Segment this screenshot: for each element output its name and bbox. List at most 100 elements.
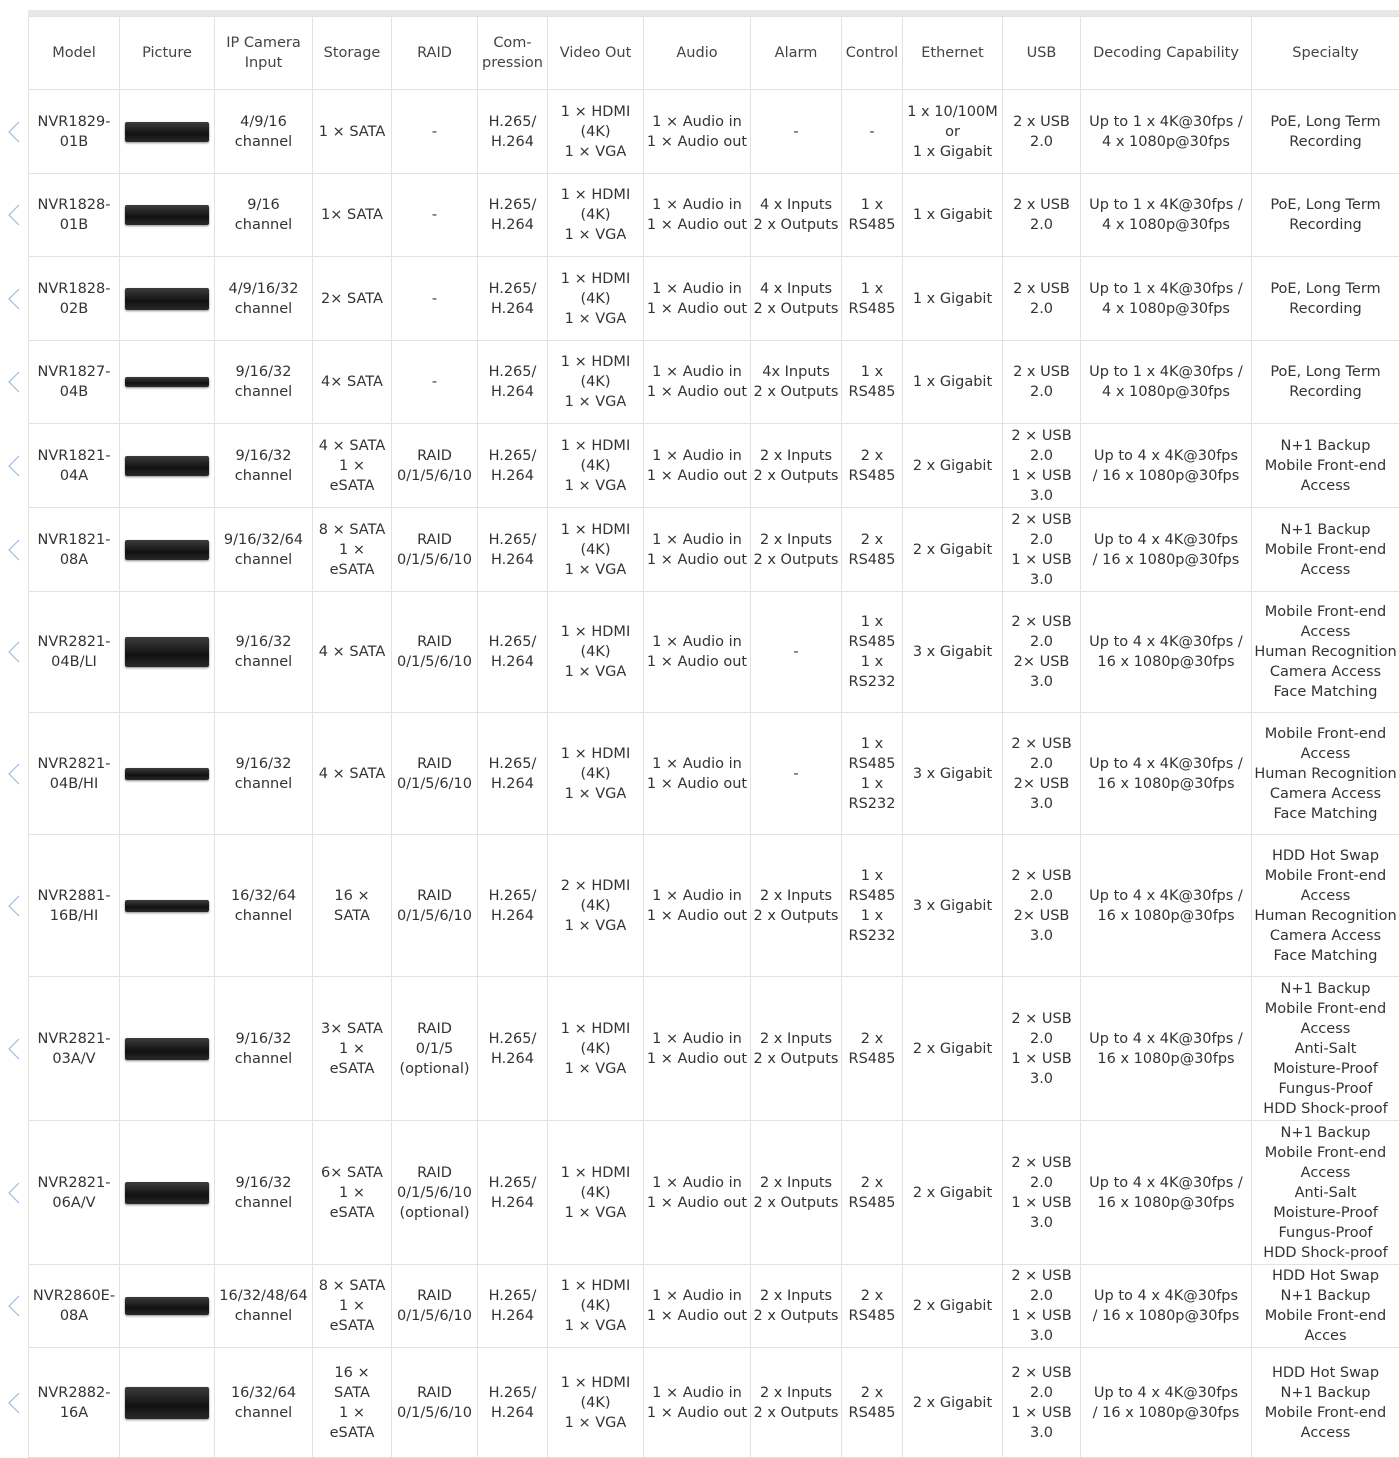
cell: 9/16/32 channel <box>215 713 313 835</box>
cell: 4 × SATA <box>313 713 392 835</box>
device-image <box>125 768 209 780</box>
expand-arrow[interactable] <box>7 370 21 394</box>
cell: Up to 4 x 4K@30fps / 16 x 1080p@30fps <box>1081 592 1252 713</box>
cell: 2 x Inputs 2 x Outputs <box>751 424 842 508</box>
device-image <box>125 637 209 667</box>
cell: Up to 1 x 4K@30fps / 4 x 1080p@30fps <box>1081 341 1252 424</box>
cell: 2 x RS485 <box>842 424 903 508</box>
cell: 2 × USB 2.0 1 × USB 3.0 <box>1003 1265 1081 1348</box>
cell: 1 x RS485 <box>842 341 903 424</box>
cell: 2 × USB 2.0 1 × USB 3.0 <box>1003 1121 1081 1265</box>
cell: 2 x RS485 <box>842 977 903 1121</box>
device-image <box>125 1038 209 1060</box>
cell: N+1 Backup Mobile Front-end Access <box>1252 508 1399 592</box>
model-cell: NVR2821- 04B/HI <box>29 713 120 835</box>
cell: 1 × Audio in 1 × Audio out <box>644 424 751 508</box>
cell: RAID 0/1/5/6/10 <box>392 835 478 977</box>
cell: 3 x Gigabit <box>903 835 1003 977</box>
model-cell: NVR2881- 16B/HI <box>29 835 120 977</box>
cell: PoE, Long Term Recording <box>1252 257 1399 341</box>
cell: 1 × HDMI (4K) 1 × VGA <box>548 257 644 341</box>
expand-arrow[interactable] <box>7 1294 21 1318</box>
cell: Up to 1 x 4K@30fps / 4 x 1080p@30fps <box>1081 174 1252 257</box>
cell: 2 x USB 2.0 <box>1003 174 1081 257</box>
cell: 4 x Inputs 2 x Outputs <box>751 257 842 341</box>
model-cell: NVR2860E- 08A <box>29 1265 120 1348</box>
cell: 16/32/64 channel <box>215 835 313 977</box>
cell: 2 × USB 2.0 1 × USB 3.0 <box>1003 424 1081 508</box>
cell: 9/16 channel <box>215 174 313 257</box>
cell: RAID 0/1/5/6/10 (optional) <box>392 1121 478 1265</box>
device-image <box>125 377 209 387</box>
model-cell: NVR1821- 04A <box>29 424 120 508</box>
cell: H.265/ H.264 <box>478 90 548 174</box>
cell: N+1 Backup Mobile Front-end Access <box>1252 424 1399 508</box>
cell: RAID 0/1/5/6/10 <box>392 424 478 508</box>
cell: 2 × USB 2.0 1 × USB 3.0 <box>1003 508 1081 592</box>
cell: 2 × USB 2.0 1 × USB 3.0 <box>1003 977 1081 1121</box>
cell: PoE, Long Term Recording <box>1252 174 1399 257</box>
cell: - <box>751 713 842 835</box>
cell: HDD Hot Swap Mobile Front-end Access Hum… <box>1252 835 1399 977</box>
header-cell: Decoding Capability <box>1081 17 1252 90</box>
model-cell: NVR2821- 03A/V <box>29 977 120 1121</box>
cell: 2 × USB 2.0 1 × USB 3.0 <box>1003 1348 1081 1458</box>
model-cell: NVR1828- 02B <box>29 257 120 341</box>
cell: 8 × SATA 1 × eSATA <box>313 1265 392 1348</box>
cell: H.265/ H.264 <box>478 424 548 508</box>
cell: 1 × Audio in 1 × Audio out <box>644 713 751 835</box>
cell: 4x Inputs 2 x Outputs <box>751 341 842 424</box>
expand-arrow[interactable] <box>7 1037 21 1061</box>
expand-arrow[interactable] <box>7 538 21 562</box>
cell: 1× SATA <box>313 174 392 257</box>
cell: 2 x Inputs 2 x Outputs <box>751 1348 842 1458</box>
cell: - <box>751 90 842 174</box>
cell: H.265/ H.264 <box>478 977 548 1121</box>
header-cell: Video Out <box>548 17 644 90</box>
cell: 2 × USB 2.0 2× USB 3.0 <box>1003 835 1081 977</box>
cell: 1 × Audio in 1 × Audio out <box>644 174 751 257</box>
cell: Up to 4 x 4K@30fps / 16 x 1080p@30fps <box>1081 508 1252 592</box>
cell: 4/9/16/32 channel <box>215 257 313 341</box>
expand-arrow[interactable] <box>7 1391 21 1415</box>
model-cell: NVR1828- 01B <box>29 174 120 257</box>
expand-arrow[interactable] <box>7 287 21 311</box>
expand-arrow[interactable] <box>7 203 21 227</box>
cell: Up to 4 x 4K@30fps / 16 x 1080p@30fps <box>1081 713 1252 835</box>
cell: 9/16/32 channel <box>215 341 313 424</box>
cell: 9/16/32 channel <box>215 592 313 713</box>
header-cell: USB <box>1003 17 1081 90</box>
cell: - <box>842 90 903 174</box>
expand-arrow[interactable] <box>7 120 21 144</box>
cell: 2 x USB 2.0 <box>1003 90 1081 174</box>
picture-cell <box>120 174 215 257</box>
expand-arrow[interactable] <box>7 1181 21 1205</box>
expand-arrow[interactable] <box>7 454 21 478</box>
expand-arrow[interactable] <box>7 640 21 664</box>
cell: 16/32/48/64 channel <box>215 1265 313 1348</box>
model-cell: NVR1829- 01B <box>29 90 120 174</box>
cell: 3 x Gigabit <box>903 592 1003 713</box>
header-cell: Storage <box>313 17 392 90</box>
cell: 1 × Audio in 1 × Audio out <box>644 90 751 174</box>
expand-arrow[interactable] <box>7 762 21 786</box>
expand-arrow[interactable] <box>7 894 21 918</box>
picture-cell <box>120 592 215 713</box>
cell: 1 × Audio in 1 × Audio out <box>644 508 751 592</box>
cell: 4/9/16 channel <box>215 90 313 174</box>
cell: 2 x RS485 <box>842 1121 903 1265</box>
cell: 1 × HDMI (4K) 1 × VGA <box>548 977 644 1121</box>
cell: 8 × SATA 1 × eSATA <box>313 508 392 592</box>
cell: 1 × Audio in 1 × Audio out <box>644 592 751 713</box>
cell: 2 × USB 2.0 2× USB 3.0 <box>1003 592 1081 713</box>
cell: 2 x Gigabit <box>903 1265 1003 1348</box>
cell: HDD Hot Swap N+1 Backup Mobile Front-end… <box>1252 1265 1399 1348</box>
